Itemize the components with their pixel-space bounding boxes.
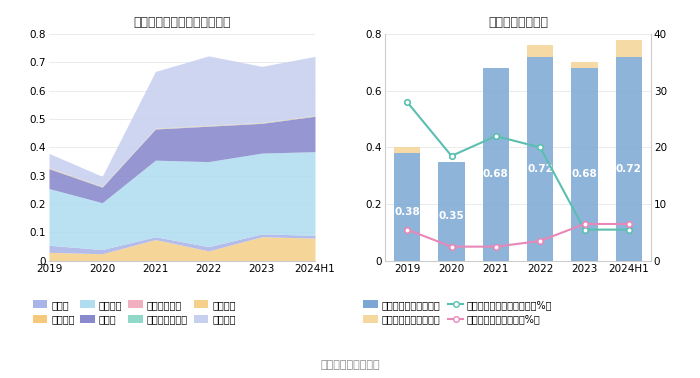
Bar xyxy=(394,147,421,153)
Text: 0.72: 0.72 xyxy=(527,164,553,174)
Bar xyxy=(615,40,642,57)
Bar xyxy=(615,57,642,261)
Bar xyxy=(571,68,598,261)
Bar xyxy=(438,162,465,261)
Bar xyxy=(394,153,421,261)
Bar xyxy=(571,62,598,68)
Text: 0.35: 0.35 xyxy=(439,211,464,221)
Text: 0.68: 0.68 xyxy=(572,169,597,179)
Text: 数据来源：恒生聚源: 数据来源：恒生聚源 xyxy=(320,361,380,370)
Legend: 原材料, 开发成本, 库存商品, 在产品, 委托加工材料, 消耗性生物资产, 发出商品, 周转材料: 原材料, 开发成本, 库存商品, 在产品, 委托加工材料, 消耗性生物资产, 发… xyxy=(33,300,236,325)
Text: 0.72: 0.72 xyxy=(616,164,642,174)
Bar xyxy=(482,68,509,261)
Title: 近年存货变化堆积图（亿元）: 近年存货变化堆积图（亿元） xyxy=(133,15,231,29)
Text: 0.68: 0.68 xyxy=(483,169,509,179)
Text: 0.38: 0.38 xyxy=(394,208,420,217)
Title: 历年存货变动情况: 历年存货变动情况 xyxy=(488,15,548,29)
Bar xyxy=(527,57,554,261)
Legend: 存货账面价值（亿元）, 存货跌价准备（亿元）, 右轴：存货占净资产比例（%）, 右轴：存货计提比例（%）: 存货账面价值（亿元）, 存货跌价准备（亿元）, 右轴：存货占净资产比例（%）, … xyxy=(363,300,552,325)
Bar xyxy=(527,45,554,57)
